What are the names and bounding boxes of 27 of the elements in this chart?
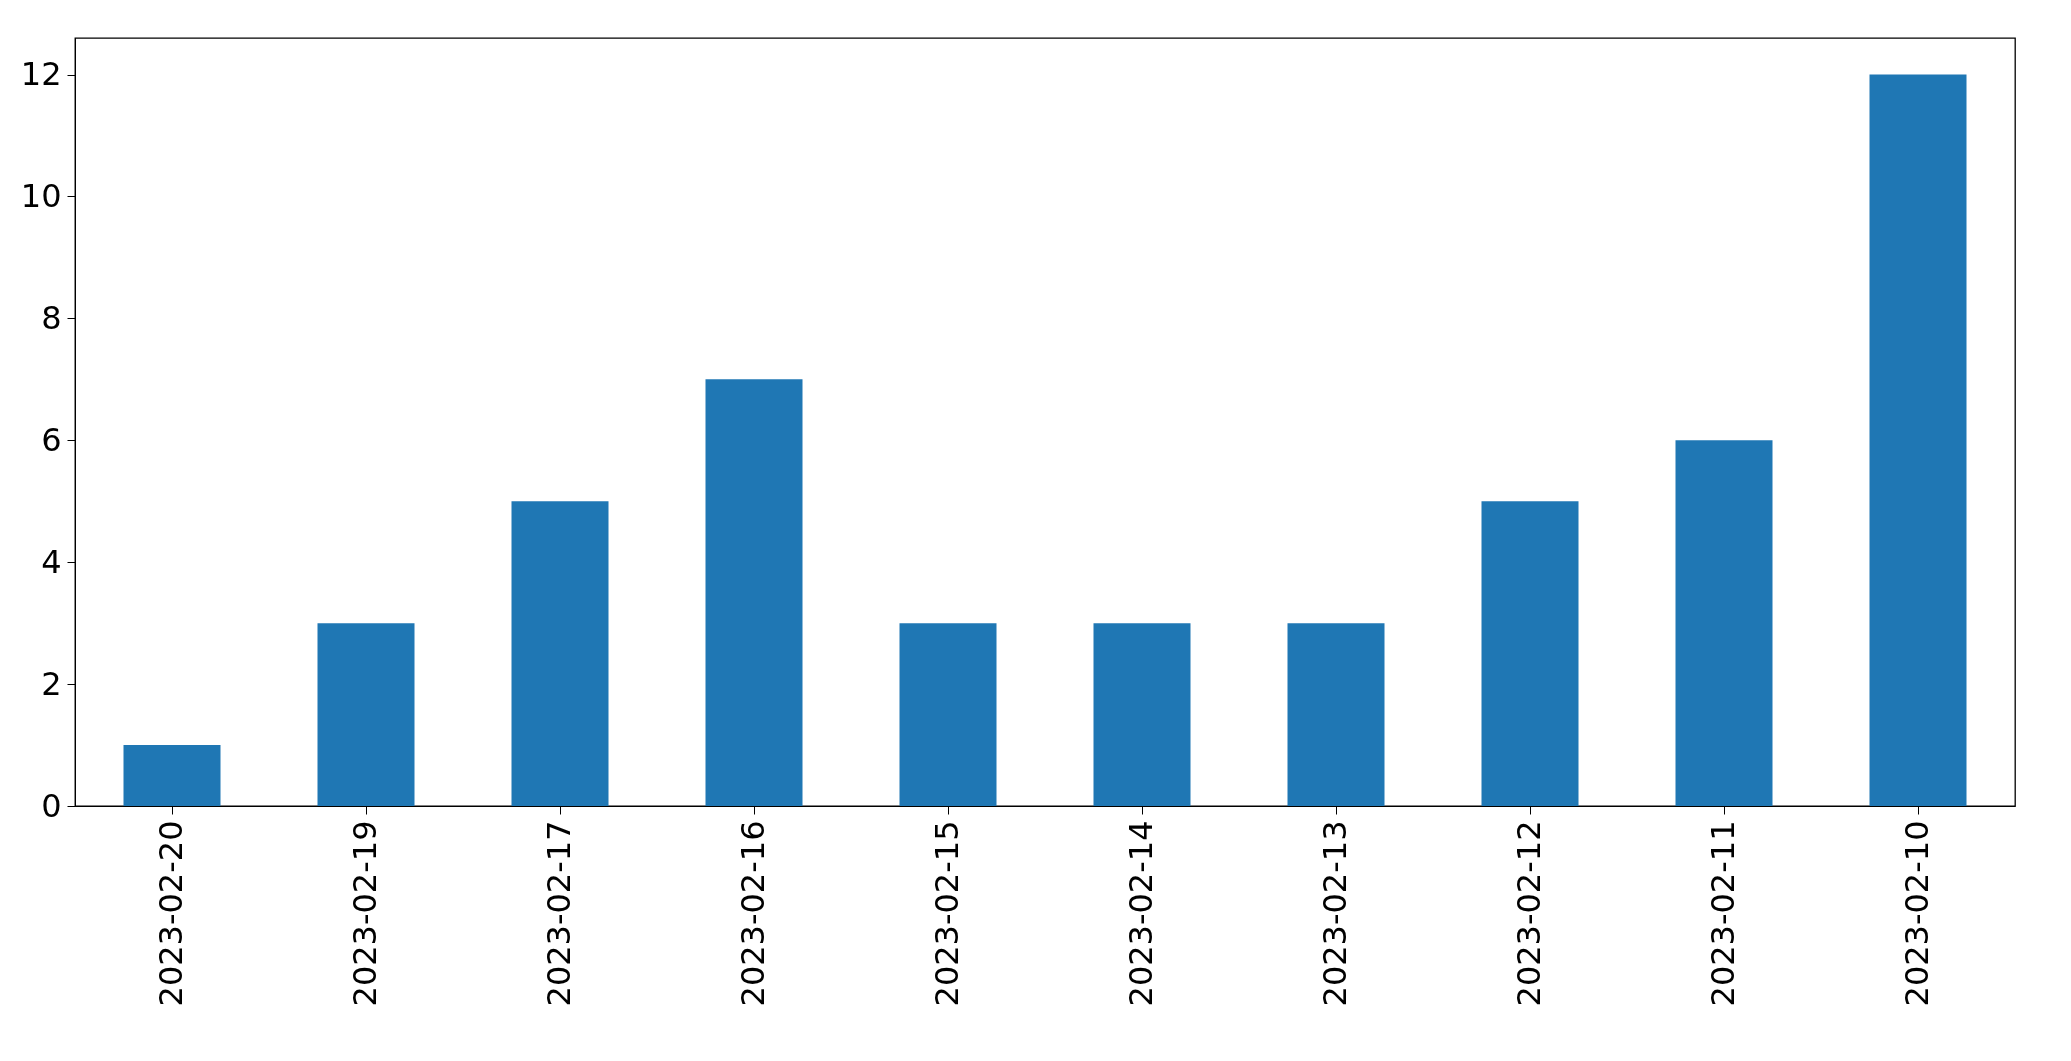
bar xyxy=(511,501,609,806)
bar xyxy=(1093,623,1191,806)
x-tick-label: 2023-02-17 xyxy=(540,820,578,1007)
bar xyxy=(705,379,803,806)
x-tick-label: 2023-02-16 xyxy=(734,820,772,1007)
x-tick-label: 2023-02-14 xyxy=(1122,820,1160,1007)
bar xyxy=(317,623,415,806)
y-tick-label: 6 xyxy=(41,420,62,459)
x-tick-label: 2023-02-13 xyxy=(1316,820,1354,1007)
x-tick-label: 2023-02-20 xyxy=(152,820,190,1007)
bar xyxy=(123,745,221,806)
x-tick-label: 2023-02-19 xyxy=(346,820,384,1007)
bar xyxy=(1481,501,1579,806)
y-tick-label: 8 xyxy=(41,298,62,337)
y-tick-label: 2 xyxy=(41,664,62,703)
x-tick-label: 2023-02-15 xyxy=(928,820,966,1007)
x-tick-label: 2023-02-11 xyxy=(1704,820,1742,1007)
y-tick-label: 0 xyxy=(41,786,62,825)
bar xyxy=(1675,440,1773,806)
x-tick-label: 2023-02-12 xyxy=(1510,820,1548,1007)
bar xyxy=(1869,74,1967,806)
x-tick-label: 2023-02-10 xyxy=(1898,820,1936,1007)
y-tick-label: 10 xyxy=(20,176,62,215)
y-tick-label: 4 xyxy=(41,542,62,581)
y-tick-label: 12 xyxy=(20,55,62,94)
bar xyxy=(1287,623,1385,806)
bar xyxy=(899,623,997,806)
